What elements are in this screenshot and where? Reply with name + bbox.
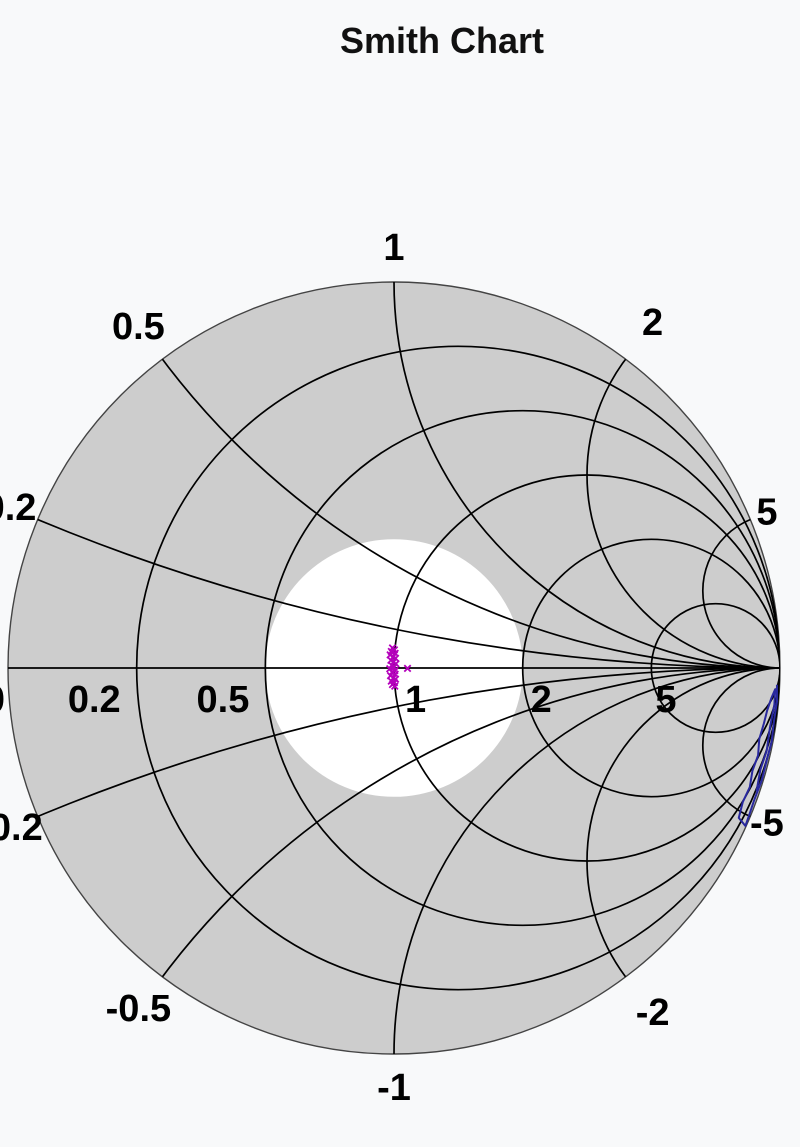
resistance-label: 0.5 — [197, 679, 250, 721]
resistance-label: 0 — [0, 679, 5, 721]
resistance-label: 1 — [405, 679, 426, 721]
reactance-arc — [586, 667, 780, 1054]
resistance-label: 0.2 — [68, 679, 121, 721]
reactance-label: -2 — [636, 992, 670, 1034]
reactance-label: 5 — [756, 492, 777, 534]
chart-title: Smith Chart — [339, 20, 545, 61]
reactance-label: -1 — [377, 1067, 411, 1109]
reactance-label: 0.5 — [112, 306, 165, 348]
reactance-label: -5 — [750, 802, 784, 844]
resistance-label: 2 — [531, 679, 552, 721]
reactance-label: -0.5 — [106, 988, 171, 1030]
reactance-label: 1 — [383, 227, 404, 269]
trace-magenta — [385, 644, 412, 690]
reactance-label: -0.2 — [0, 807, 43, 849]
resistance-label: 5 — [655, 679, 676, 721]
reactance-label: 0.2 — [0, 487, 36, 529]
reactance-label: 2 — [642, 302, 663, 344]
resistance-circle — [650, 602, 780, 734]
reactance-arc — [586, 282, 780, 669]
resistance-circle — [135, 345, 780, 991]
trace-blue — [737, 684, 778, 827]
resistance-circle — [264, 409, 780, 927]
